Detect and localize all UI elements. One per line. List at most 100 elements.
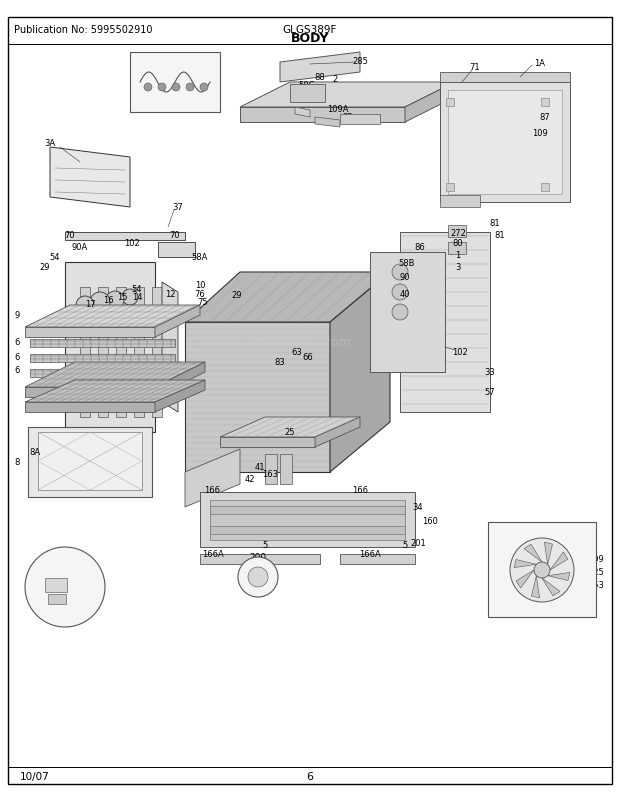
- Bar: [265, 455, 277, 484]
- Text: 10/07: 10/07: [20, 771, 50, 781]
- Text: 70: 70: [170, 231, 180, 241]
- Text: 58B: 58B: [399, 258, 415, 267]
- Polygon shape: [330, 273, 390, 472]
- Text: 253: 253: [588, 581, 604, 589]
- Polygon shape: [280, 53, 360, 83]
- Text: 5: 5: [402, 540, 407, 549]
- Polygon shape: [531, 576, 539, 598]
- Text: BGLGS389FSD: BGLGS389FSD: [541, 528, 596, 537]
- Polygon shape: [25, 327, 155, 338]
- Text: 80: 80: [453, 238, 463, 247]
- Polygon shape: [28, 427, 152, 497]
- Text: 86: 86: [415, 243, 425, 252]
- Text: 37: 37: [172, 203, 184, 213]
- Polygon shape: [405, 83, 455, 123]
- Text: 75: 75: [198, 298, 208, 307]
- Circle shape: [122, 290, 138, 306]
- Text: 17: 17: [85, 300, 95, 309]
- Text: 107: 107: [503, 585, 519, 593]
- Polygon shape: [315, 418, 360, 448]
- Circle shape: [200, 84, 208, 92]
- Polygon shape: [547, 573, 570, 581]
- Bar: [541, 99, 549, 107]
- Polygon shape: [240, 83, 455, 107]
- Polygon shape: [25, 306, 200, 327]
- Bar: [130, 53, 220, 113]
- Text: 166: 166: [352, 486, 368, 495]
- Polygon shape: [38, 432, 142, 490]
- Text: 14: 14: [131, 294, 142, 302]
- Circle shape: [90, 293, 110, 313]
- Polygon shape: [524, 545, 542, 562]
- Text: 161: 161: [568, 545, 584, 554]
- Text: 25: 25: [285, 428, 295, 437]
- Bar: [340, 115, 380, 125]
- Text: 70: 70: [64, 231, 75, 241]
- Text: 2: 2: [332, 75, 338, 83]
- Text: 10: 10: [195, 282, 205, 290]
- Text: 39: 39: [185, 68, 195, 78]
- Text: 272: 272: [450, 229, 466, 237]
- Polygon shape: [220, 418, 360, 437]
- Text: 76: 76: [195, 290, 205, 299]
- Bar: [98, 288, 108, 418]
- Text: 163: 163: [262, 470, 278, 479]
- Circle shape: [248, 567, 268, 587]
- Text: 1: 1: [455, 250, 461, 259]
- Text: 71: 71: [470, 63, 480, 72]
- Text: 54: 54: [131, 286, 142, 294]
- Text: 42: 42: [245, 475, 255, 484]
- Text: 1A: 1A: [534, 59, 546, 67]
- Polygon shape: [544, 542, 552, 565]
- Text: 201: 201: [410, 538, 426, 547]
- Bar: [290, 85, 325, 103]
- Polygon shape: [400, 233, 490, 412]
- Polygon shape: [440, 73, 570, 83]
- Text: 109: 109: [532, 128, 548, 137]
- Text: 90A: 90A: [72, 242, 88, 251]
- Text: 88: 88: [314, 74, 326, 83]
- Text: 29: 29: [232, 291, 242, 300]
- Polygon shape: [185, 273, 390, 322]
- Text: 40: 40: [400, 290, 410, 299]
- Polygon shape: [440, 83, 570, 203]
- Polygon shape: [25, 363, 205, 387]
- Circle shape: [392, 265, 408, 281]
- Text: 200: 200: [249, 553, 267, 561]
- Bar: [210, 506, 405, 514]
- Bar: [134, 288, 144, 418]
- Text: 3A: 3A: [45, 138, 56, 148]
- Bar: [446, 99, 454, 107]
- Text: eReplacementParts.com: eReplacementParts.com: [198, 336, 352, 349]
- Bar: [210, 526, 405, 534]
- Bar: [448, 225, 466, 237]
- Text: 66: 66: [303, 353, 313, 362]
- Circle shape: [106, 292, 124, 310]
- Polygon shape: [25, 380, 205, 403]
- Bar: [488, 522, 596, 618]
- Text: 16: 16: [103, 296, 113, 305]
- Polygon shape: [240, 107, 405, 123]
- Text: 81: 81: [495, 230, 505, 239]
- Text: 285: 285: [352, 56, 368, 66]
- Text: 166: 166: [204, 486, 220, 495]
- Circle shape: [76, 297, 94, 314]
- Text: 102: 102: [452, 348, 468, 357]
- Text: 63: 63: [291, 348, 303, 357]
- Circle shape: [158, 84, 166, 92]
- Text: 5: 5: [262, 540, 268, 549]
- Text: 36: 36: [299, 95, 311, 104]
- Text: 6: 6: [14, 366, 20, 375]
- Circle shape: [534, 562, 550, 578]
- Polygon shape: [200, 554, 320, 565]
- Bar: [541, 184, 549, 192]
- Text: 57: 57: [485, 388, 495, 397]
- Polygon shape: [514, 560, 536, 568]
- Text: 6: 6: [306, 771, 314, 781]
- Bar: [440, 196, 480, 208]
- Text: 102: 102: [124, 238, 140, 247]
- Polygon shape: [295, 107, 310, 118]
- Circle shape: [172, 84, 180, 92]
- Circle shape: [510, 538, 574, 602]
- Text: 8: 8: [14, 458, 20, 467]
